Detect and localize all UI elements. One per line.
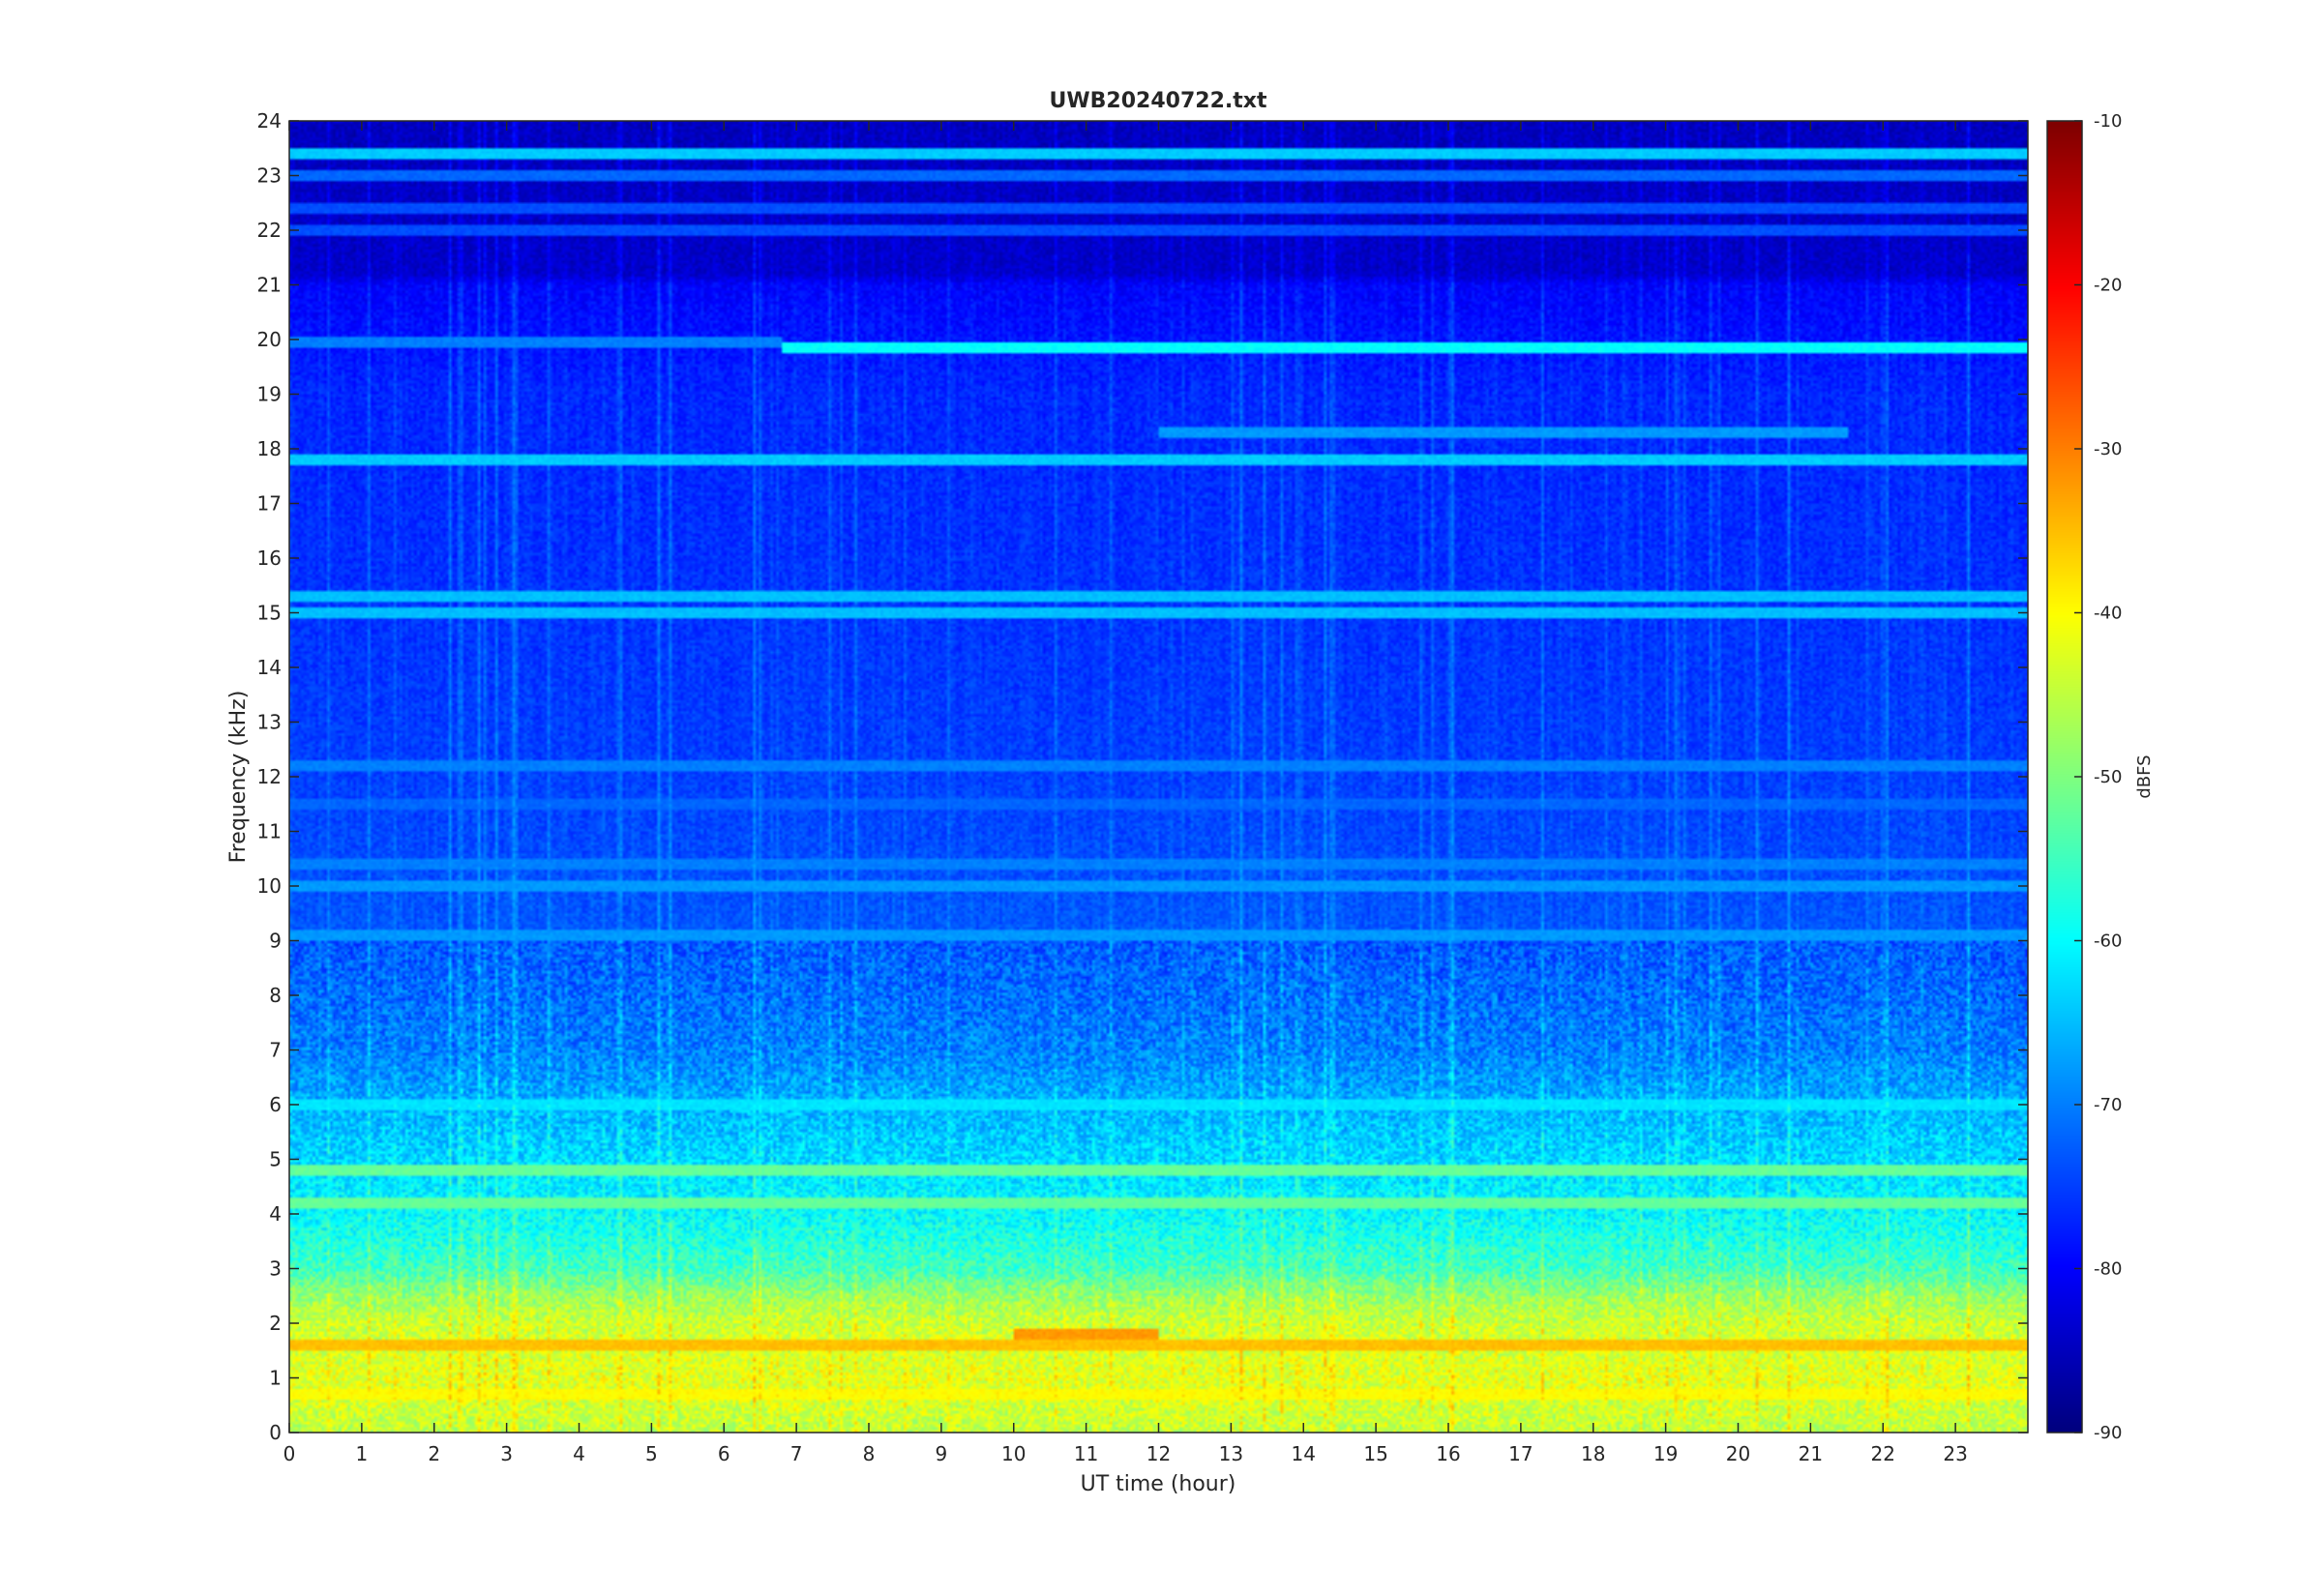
y-tick-label: 13: [257, 711, 282, 734]
x-tick-label: 19: [1653, 1442, 1678, 1465]
y-tick-label: 2: [269, 1312, 282, 1335]
spectrogram-heatmap: [289, 121, 2028, 1433]
y-tick-label: 8: [269, 984, 282, 1007]
y-tick-label: 21: [257, 274, 282, 297]
x-tick-label: 21: [1799, 1442, 1823, 1465]
y-tick-label: 18: [257, 437, 282, 460]
colorbar-tick-label: -60: [2094, 931, 2122, 952]
x-tick-label: 3: [500, 1442, 513, 1465]
y-tick-label: 16: [257, 547, 282, 570]
x-tick-label: 0: [283, 1442, 296, 1465]
y-tick-label: 1: [269, 1367, 282, 1390]
y-tick-label: 4: [269, 1202, 282, 1226]
x-tick-label: 2: [428, 1442, 440, 1465]
colorbar-ticks: -10 -20 -30 -40 -50 -60 -70 -80 -90: [2074, 111, 2122, 1443]
colorbar-tick-label: -50: [2094, 767, 2122, 787]
y-axis-label: Frequency (kHz): [226, 691, 251, 864]
colorbar-tick-label: -30: [2094, 439, 2122, 459]
x-tick-label: 4: [573, 1442, 585, 1465]
x-tick-label: 16: [1436, 1442, 1460, 1465]
y-tick-label: 20: [257, 328, 282, 351]
y-tick-label: 23: [257, 164, 282, 188]
x-tick-label: 6: [718, 1442, 730, 1465]
x-tick-label: 5: [645, 1442, 658, 1465]
colorbar-tick-label: -70: [2094, 1095, 2122, 1115]
x-tick-label: 18: [1581, 1442, 1605, 1465]
x-tick-label: 11: [1074, 1442, 1098, 1465]
y-tick-label: 5: [269, 1148, 282, 1171]
x-tick-label: 17: [1508, 1442, 1533, 1465]
x-tick-label: 23: [1943, 1442, 1967, 1465]
colorbar-tick-label: -90: [2094, 1423, 2122, 1443]
y-tick-label: 0: [269, 1421, 282, 1444]
colorbar-tick-label: -20: [2094, 276, 2122, 296]
colorbar-tick-label: -40: [2094, 604, 2122, 624]
y-tick-label: 19: [257, 383, 282, 406]
chart-title: UWB20240722.txt: [1050, 89, 1267, 113]
colorbar-label: dBFS: [2134, 754, 2155, 798]
y-tick-label: 15: [257, 602, 282, 625]
x-tick-label: 13: [1219, 1442, 1243, 1465]
y-tick-label: 14: [257, 656, 282, 679]
x-axis-label: UT time (hour): [1081, 1472, 1236, 1496]
x-tick-label: 8: [863, 1442, 876, 1465]
x-tick-label: 7: [790, 1442, 803, 1465]
y-tick-label: 24: [257, 109, 282, 133]
x-tick-label: 20: [1726, 1442, 1750, 1465]
x-tick-label: 10: [1001, 1442, 1026, 1465]
colorbar-tick-label: -80: [2094, 1259, 2122, 1280]
y-tick-label: 3: [269, 1257, 282, 1281]
x-tick-label: 9: [936, 1442, 948, 1465]
colorbar-tick-label: -10: [2094, 111, 2122, 132]
y-tick-label: 7: [269, 1039, 282, 1062]
y-tick-label: 9: [269, 930, 282, 953]
y-tick-label: 12: [257, 765, 282, 788]
y-tick-label: 22: [257, 219, 282, 242]
y-tick-label: 11: [257, 820, 282, 843]
y-tick-label: 17: [257, 492, 282, 516]
x-tick-label: 22: [1871, 1442, 1895, 1465]
x-tick-label: 12: [1146, 1442, 1171, 1465]
x-tick-label: 14: [1292, 1442, 1316, 1465]
x-tick-label: 15: [1363, 1442, 1387, 1465]
y-tick-label: 6: [269, 1093, 282, 1116]
x-tick-label: 1: [356, 1442, 369, 1465]
y-tick-label: 10: [257, 874, 282, 898]
x-axis-ticks: 0 1 2 3 4 5 6 7 8 9 10 11 12 13 14 15 16 17 18 19 20 21 22 23: [283, 121, 1968, 1465]
